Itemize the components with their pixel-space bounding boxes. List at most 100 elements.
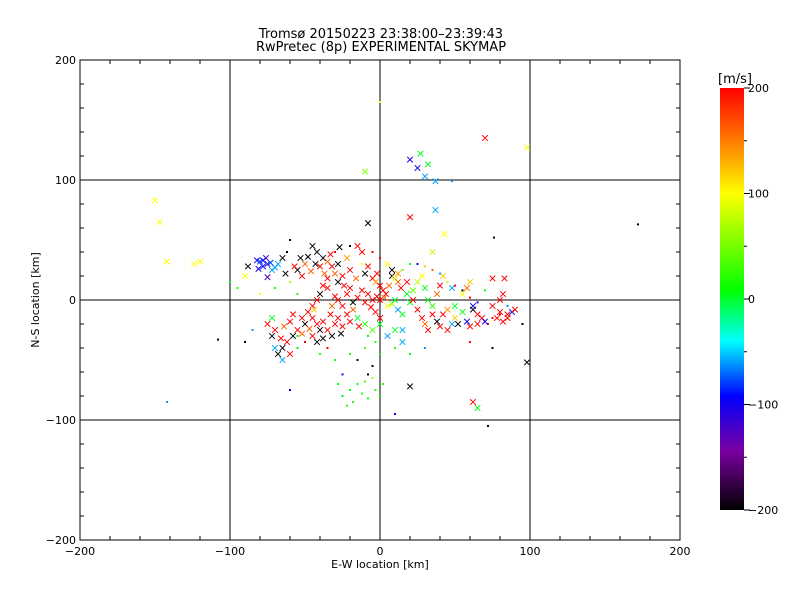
data-point-cross <box>334 278 342 286</box>
data-point-dot <box>431 269 434 271</box>
data-point-cross <box>309 302 316 310</box>
data-point-cross <box>384 302 391 310</box>
data-point-cross <box>436 323 444 330</box>
data-point-cross <box>339 302 346 310</box>
x-tick-label: 100 <box>520 545 541 558</box>
data-point-cross <box>474 404 481 412</box>
data-point-cross <box>444 326 451 334</box>
data-point-cross <box>316 326 324 334</box>
data-point-cross <box>294 326 301 334</box>
data-point-cross <box>343 254 351 262</box>
data-point-cross <box>433 318 441 325</box>
data-point-dot <box>371 365 374 367</box>
data-point-cross <box>324 326 331 334</box>
data-point-cross <box>319 254 327 262</box>
data-point-dot <box>341 373 344 376</box>
data-point-cross <box>493 314 501 322</box>
data-point-dot <box>367 335 369 337</box>
data-point-cross <box>298 314 306 322</box>
data-point-cross <box>451 302 459 310</box>
data-point-dot <box>352 401 354 403</box>
data-point-cross <box>372 278 379 286</box>
data-point-cross <box>163 258 171 265</box>
data-point-cross <box>376 296 384 304</box>
data-point-cross <box>448 320 456 328</box>
y-tick-label: −100 <box>46 414 76 427</box>
data-point-dot <box>374 341 377 343</box>
data-point-cross <box>349 299 357 306</box>
data-point-dot <box>244 341 246 343</box>
data-point-dot <box>469 296 471 299</box>
data-point-dot <box>454 284 456 287</box>
data-point-cross <box>384 260 391 268</box>
data-point-cross <box>403 290 411 298</box>
data-point-cross <box>279 344 286 352</box>
data-point-cross <box>331 270 339 277</box>
axes: −200 −100 0 100 200 −200 −100 0 100 200 <box>46 54 691 558</box>
data-point-cross <box>439 272 447 280</box>
data-point-cross <box>282 270 289 277</box>
data-point-cross <box>327 251 334 258</box>
data-point-dot <box>326 347 329 349</box>
data-point-cross <box>354 242 361 250</box>
data-point-cross <box>414 278 421 286</box>
data-point-cross <box>268 332 276 340</box>
data-point-cross <box>343 311 351 318</box>
data-point-dot <box>401 269 404 271</box>
data-point-cross <box>343 290 351 298</box>
data-point-cross <box>369 296 376 304</box>
data-point-cross <box>313 248 321 256</box>
data-point-cross <box>489 302 496 310</box>
data-point-cross <box>463 284 471 292</box>
data-point-cross <box>391 326 399 334</box>
data-point-dot <box>451 180 453 183</box>
data-point-cross <box>511 306 519 313</box>
data-point-dot <box>439 272 441 275</box>
data-point-cross <box>418 314 426 322</box>
data-point-cross <box>372 308 379 316</box>
data-point-cross <box>298 272 306 280</box>
data-point-cross <box>289 332 297 340</box>
data-point-cross <box>385 282 393 289</box>
data-point-dot <box>296 347 299 349</box>
data-point-dot <box>469 341 471 343</box>
colorbar-label: [m/s] <box>718 72 752 87</box>
data-point-cross <box>361 270 369 277</box>
data-point-dot <box>361 392 363 395</box>
data-point-cross <box>241 272 249 280</box>
data-point-dot <box>296 293 299 295</box>
data-point-dot <box>491 347 494 349</box>
data-point-cross <box>271 326 279 334</box>
data-point-cross <box>190 260 198 268</box>
data-point-dot <box>337 383 339 385</box>
data-point-cross <box>504 314 511 322</box>
data-point-dot <box>367 373 369 376</box>
data-point-cross <box>309 242 316 250</box>
data-point-cross <box>421 320 429 328</box>
data-point-cross <box>346 266 354 274</box>
data-point-cross <box>489 275 496 282</box>
data-point-cross <box>319 282 327 289</box>
data-point-cross <box>496 308 504 316</box>
data-point-cross <box>328 263 336 270</box>
data-point-cross <box>388 266 396 274</box>
colorbar-tick-label: −200 <box>748 504 778 517</box>
data-point-cross <box>406 383 414 390</box>
data-point-dot <box>274 287 276 289</box>
data-point-cross <box>409 296 417 304</box>
data-point-cross <box>319 335 327 342</box>
data-point-dot <box>394 413 396 415</box>
data-point-dot <box>349 389 351 391</box>
data-point-cross <box>286 350 294 358</box>
x-tick-label: 200 <box>670 545 691 558</box>
data-point-cross <box>244 263 252 270</box>
data-point-cross <box>297 254 304 262</box>
data-point-dot <box>341 395 344 397</box>
colorbar <box>720 88 744 510</box>
data-point-cross <box>316 263 324 270</box>
data-point-cross <box>394 278 402 286</box>
data-point-cross <box>421 173 429 180</box>
data-point-dot <box>424 347 426 349</box>
data-point-dot <box>371 377 374 379</box>
data-point-cross <box>307 268 315 275</box>
